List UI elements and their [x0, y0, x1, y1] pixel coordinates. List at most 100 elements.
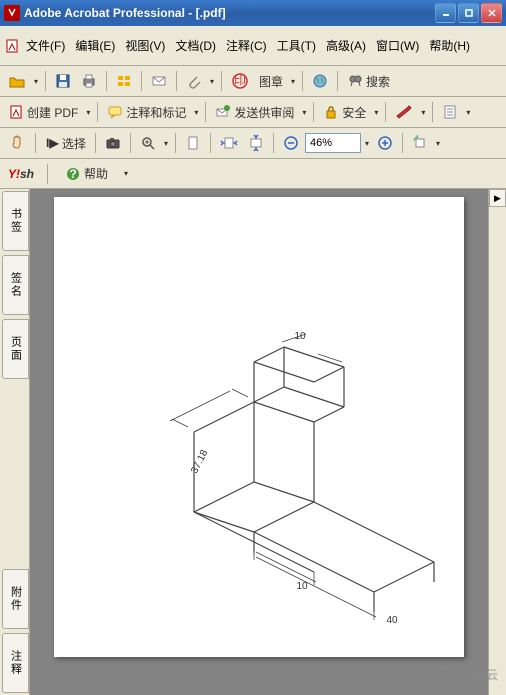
- toolbar-view: I▶选择 ▾ 46% ▾ ▾: [0, 128, 506, 159]
- tab-attachments[interactable]: 附件: [2, 569, 29, 629]
- secure-button[interactable]: 安全: [319, 100, 370, 124]
- hand-tool-button[interactable]: [4, 131, 30, 155]
- separator: [176, 71, 177, 91]
- separator: [337, 71, 338, 91]
- secure-dropdown[interactable]: ▾: [372, 108, 380, 117]
- yisu-logo: Y!sh: [8, 167, 34, 181]
- open-dropdown[interactable]: ▾: [32, 77, 40, 86]
- workspace: 书签 签名 页面 附件 注释 1037.181040 ▶: [0, 189, 506, 695]
- attach-dropdown[interactable]: ▾: [208, 77, 216, 86]
- sign-dropdown[interactable]: ▾: [419, 108, 427, 117]
- maximize-button[interactable]: [458, 3, 479, 23]
- comment-markup-button[interactable]: 注释和标记: [103, 100, 190, 124]
- stamp-button[interactable]: 图章: [255, 69, 287, 93]
- stamp-dropdown[interactable]: ▾: [289, 77, 297, 86]
- separator: [205, 102, 206, 122]
- zoom-value-dropdown[interactable]: ▾: [363, 139, 371, 148]
- send-review-label: 发送供审阅: [234, 104, 294, 121]
- organizer-button[interactable]: [112, 69, 136, 93]
- create-pdf-dropdown[interactable]: ▾: [84, 108, 92, 117]
- toolbar-tasks: 创建 PDF ▾ 注释和标记 ▾ 发送供审阅 ▾ 安全 ▾ ▾ ▾: [0, 97, 506, 128]
- rotate-button[interactable]: [408, 131, 432, 155]
- menu-edit[interactable]: 编辑(E): [71, 35, 119, 56]
- send-review-button[interactable]: 发送供审阅: [211, 100, 298, 124]
- snapshot-button[interactable]: [101, 131, 125, 155]
- menu-advanced[interactable]: 高级(A): [322, 35, 370, 56]
- menu-window[interactable]: 窗口(W): [372, 35, 423, 56]
- zoom-in-circle-button[interactable]: [373, 131, 397, 155]
- menu-document[interactable]: 文档(D): [171, 35, 220, 56]
- separator: [141, 71, 142, 91]
- comment-markup-label: 注释和标记: [126, 104, 186, 121]
- tab-bookmarks[interactable]: 书签: [2, 191, 29, 251]
- navigation-panel: 书签 签名 页面 附件 注释: [0, 189, 30, 695]
- tab-signatures[interactable]: 签名: [2, 255, 29, 315]
- email-button[interactable]: [147, 69, 171, 93]
- world-browse-button[interactable]: [308, 69, 332, 93]
- menu-comments[interactable]: 注释(C): [222, 35, 271, 56]
- comment-markup-dropdown[interactable]: ▾: [192, 108, 200, 117]
- svg-text:40: 40: [386, 615, 398, 626]
- zoom-value-field[interactable]: 46%: [305, 133, 361, 153]
- separator: [175, 133, 176, 153]
- cad-drawing: 1037.181040: [54, 197, 464, 657]
- save-button[interactable]: [51, 69, 75, 93]
- create-pdf-button[interactable]: 创建 PDF: [4, 100, 82, 124]
- menu-tools[interactable]: 工具(T): [273, 35, 320, 56]
- separator: [302, 71, 303, 91]
- menu-bar: 文件(F) 编辑(E) 视图(V) 文档(D) 注释(C) 工具(T) 高级(A…: [0, 26, 506, 66]
- send-review-dropdown[interactable]: ▾: [300, 108, 308, 117]
- acrobat-app-icon: [4, 5, 20, 21]
- svg-text:I▶: I▶: [46, 136, 59, 150]
- scroll-right-arrow-icon[interactable]: ▶: [489, 189, 506, 207]
- separator: [273, 133, 274, 153]
- cloud-icon: [426, 664, 458, 684]
- menu-view[interactable]: 视图(V): [121, 35, 169, 56]
- document-area: 1037.181040: [30, 189, 488, 695]
- svg-text:印: 印: [234, 73, 246, 87]
- rotate-dropdown[interactable]: ▾: [434, 139, 442, 148]
- search-label: 搜索: [366, 73, 390, 90]
- help-button[interactable]: ?帮助: [61, 162, 112, 186]
- zoom-dropdown[interactable]: ▾: [162, 139, 170, 148]
- close-button[interactable]: [481, 3, 502, 23]
- zoom-in-button[interactable]: [136, 131, 160, 155]
- fit-page-button[interactable]: [181, 131, 205, 155]
- vertical-scrollbar[interactable]: ▶: [488, 189, 506, 695]
- window-titlebar: Adobe Acrobat Professional - [.pdf]: [0, 0, 506, 26]
- window-controls: [435, 3, 502, 23]
- create-pdf-label: 创建 PDF: [27, 104, 78, 121]
- separator: [385, 102, 386, 122]
- select-label: 选择: [62, 135, 86, 152]
- separator: [210, 133, 211, 153]
- minimize-button[interactable]: [435, 3, 456, 23]
- menu-help[interactable]: 帮助(H): [425, 35, 474, 56]
- fit-visible-button[interactable]: [244, 131, 268, 155]
- pdf-page: 1037.181040: [54, 197, 464, 657]
- tab-comments[interactable]: 注释: [2, 633, 29, 693]
- plugin-bar: Y!sh ?帮助 ▾: [0, 159, 506, 189]
- help-dropdown[interactable]: ▾: [122, 169, 130, 178]
- watermark: 亿速云: [426, 664, 498, 684]
- tab-pages[interactable]: 页面: [2, 319, 29, 379]
- secure-label: 安全: [342, 104, 366, 121]
- svg-text:37.18: 37.18: [189, 448, 210, 476]
- stamp-seal-icon[interactable]: 印: [227, 69, 253, 93]
- separator: [95, 133, 96, 153]
- select-tool-button[interactable]: I▶选择: [41, 131, 90, 155]
- forms-button[interactable]: [438, 100, 462, 124]
- sign-button[interactable]: [391, 100, 417, 124]
- print-button[interactable]: [77, 69, 101, 93]
- attach-button[interactable]: [182, 69, 206, 93]
- separator: [402, 133, 403, 153]
- menu-file[interactable]: 文件(F): [22, 35, 69, 56]
- acrobat-doc-icon: [4, 38, 20, 54]
- zoom-out-button[interactable]: [279, 131, 303, 155]
- fit-width-button[interactable]: [216, 131, 242, 155]
- separator: [97, 102, 98, 122]
- forms-dropdown[interactable]: ▾: [464, 108, 472, 117]
- open-button[interactable]: [4, 69, 30, 93]
- separator: [313, 102, 314, 122]
- svg-text:?: ?: [69, 167, 76, 181]
- search-button[interactable]: 搜索: [343, 69, 394, 93]
